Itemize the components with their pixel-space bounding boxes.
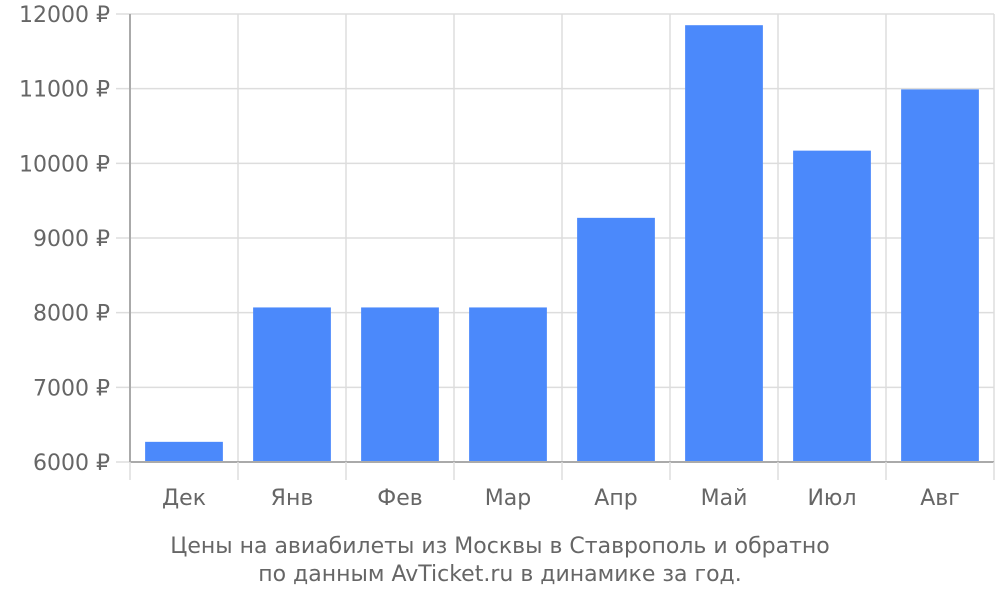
y-tick-label: 12000 ₽	[19, 3, 110, 28]
x-tick-label: Авг	[920, 486, 960, 511]
axes-layer	[129, 14, 995, 480]
x-tick-label: Июл	[807, 486, 856, 511]
x-tick-label: Фев	[377, 486, 422, 511]
y-tick-label: 9000 ₽	[33, 227, 110, 252]
bar-4	[469, 307, 547, 462]
chart-caption-line-1: Цены на авиабилеты из Москвы в Ставропол…	[170, 534, 830, 559]
bar-6	[685, 25, 763, 462]
x-tick-label: Май	[701, 486, 748, 511]
bar-3	[361, 307, 439, 462]
bar-7	[793, 150, 871, 462]
bars-layer	[145, 25, 979, 462]
labels-layer: 6000 ₽ 7000 ₽ 8000 ₽ 9000 ₽ 10000 ₽ 11000 ₽ 12…	[19, 3, 960, 511]
bar-8	[901, 89, 979, 462]
bar-2	[253, 307, 331, 462]
x-tick-label: Дек	[162, 486, 206, 511]
y-tick-label: 7000 ₽	[33, 376, 110, 401]
y-tick-label: 10000 ₽	[19, 152, 110, 177]
y-tick-label: 6000 ₽	[33, 451, 110, 476]
x-tick-label: Янв	[271, 486, 314, 511]
bar-1	[145, 441, 223, 462]
y-tick-label: 11000 ₽	[19, 78, 110, 103]
bar-5	[577, 217, 655, 462]
chart-caption-line-2: по данным AvTicket.ru в динамике за год.	[258, 562, 742, 587]
y-tick-label: 8000 ₽	[33, 302, 110, 327]
bar-chart: 6000 ₽ 7000 ₽ 8000 ₽ 9000 ₽ 10000 ₽ 11000 ₽ 12…	[19, 3, 995, 511]
x-tick-label: Апр	[594, 486, 637, 511]
x-tick-label: Мар	[485, 486, 531, 511]
